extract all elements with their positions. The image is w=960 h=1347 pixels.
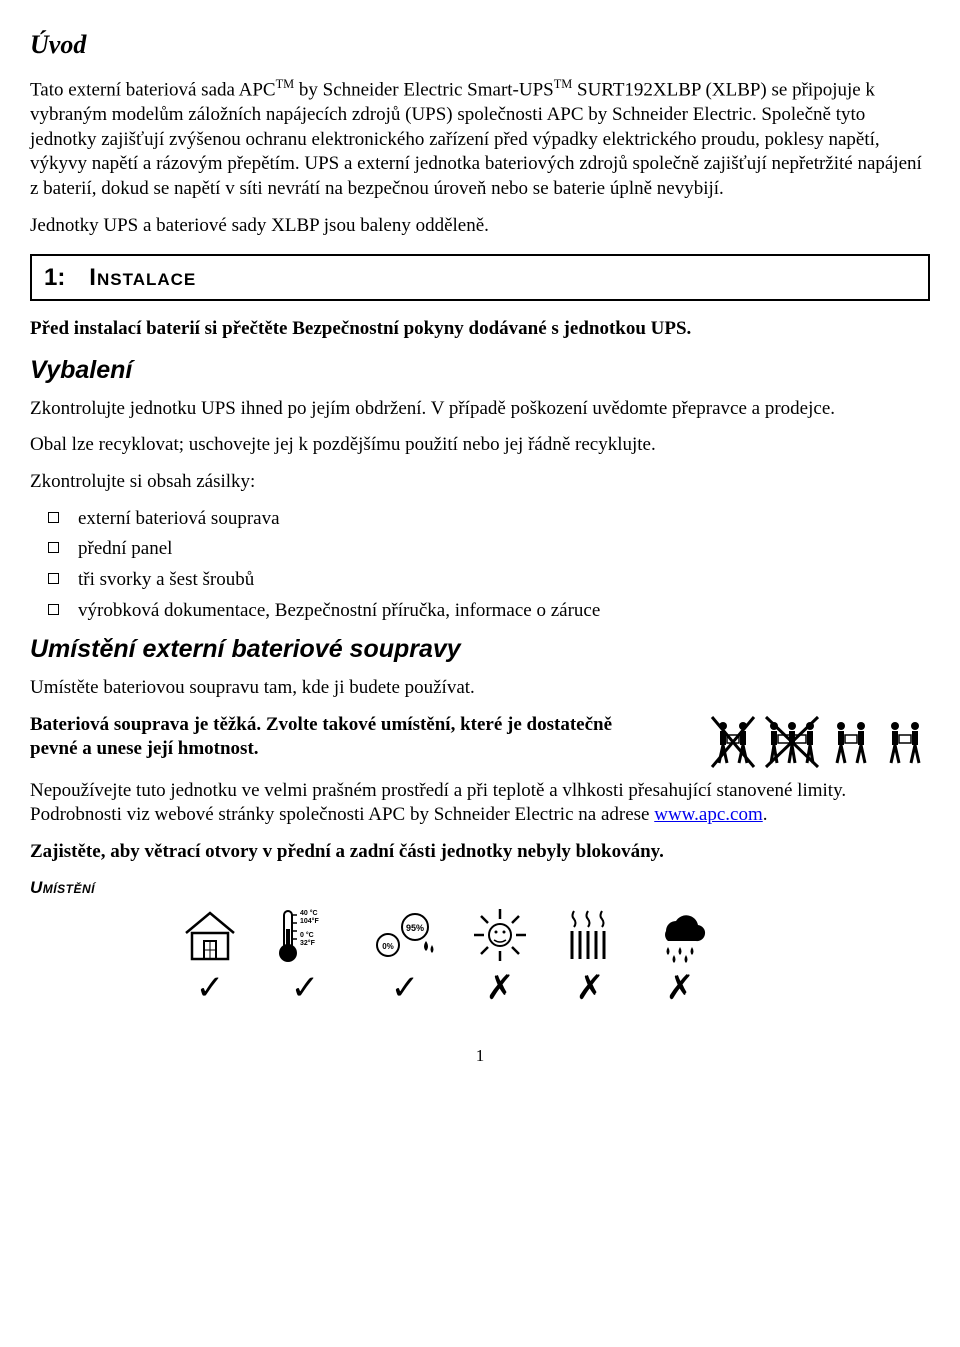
env-cell: ✗ bbox=[560, 905, 620, 1005]
text: Tato externí bateriová sada APC bbox=[30, 79, 276, 100]
section-number: 1: bbox=[44, 262, 84, 293]
list-item: přední panel bbox=[78, 537, 930, 562]
env-cell: 40 °C 104°F 0 °C 32°F ✓ bbox=[270, 905, 340, 1005]
paragraph-environment: Nepoužívejte tuto jednotku ve velmi praš… bbox=[30, 779, 930, 828]
temp-hi-f: 104°F bbox=[300, 917, 319, 925]
text: . bbox=[763, 804, 768, 825]
two-person-lift-icon bbox=[708, 713, 758, 771]
env-cell: ✗ bbox=[470, 905, 530, 1005]
temp-lo-f: 32°F bbox=[300, 939, 316, 947]
section-title: Instalace bbox=[89, 264, 196, 291]
trademark: TM bbox=[276, 77, 295, 91]
temp-lo-c: 0 °C bbox=[300, 931, 314, 939]
text: by Schneider Electric Smart-UPS bbox=[294, 79, 554, 100]
trademark: TM bbox=[554, 77, 573, 91]
environment-icons: ✓ 40 °C 104°F 0 °C 32°F ✓ 0% 95% ✓ bbox=[180, 905, 930, 1005]
paragraph-unpack-2: Obal lze recyklovat; uschovejte jej k po… bbox=[30, 433, 930, 458]
paragraph-safety-note: Před instalací baterií si přečtěte Bezpe… bbox=[30, 317, 930, 342]
paragraph-intro-1: Tato externí bateriová sada APCTM by Sch… bbox=[30, 76, 930, 202]
paragraph-ventilation: Zajistěte, aby větrací otvory v přední a… bbox=[30, 840, 930, 865]
list-item: výrobková dokumentace, Bezpečnostní přír… bbox=[78, 599, 930, 624]
radiator-icon bbox=[560, 905, 620, 965]
paragraph-unpack-3: Zkontrolujte si obsah zásilky: bbox=[30, 470, 930, 495]
package-contents-list: externí bateriová souprava přední panel … bbox=[30, 507, 930, 624]
env-cell: ✓ bbox=[180, 905, 240, 1005]
heading-intro: Úvod bbox=[30, 28, 930, 62]
temp-hi-c: 40 °C bbox=[300, 909, 318, 917]
paragraph-heavy: Bateriová souprava je těžká. Zvolte tako… bbox=[30, 714, 612, 760]
paragraph-position-1: Umístěte bateriovou soupravu tam, kde ji… bbox=[30, 676, 930, 701]
rain-icon bbox=[650, 905, 710, 965]
heading-unpacking: Vybalení bbox=[30, 354, 930, 387]
checkmark-icon: ✓ bbox=[291, 971, 320, 1005]
section-1-header: 1: Instalace bbox=[30, 254, 930, 301]
env-cell: 0% 95% ✓ bbox=[370, 905, 440, 1005]
checkmark-icon: ✓ bbox=[391, 971, 420, 1005]
heavy-warning-block: Bateriová souprava je těžká. Zvolte tako… bbox=[30, 713, 930, 771]
sunlight-icon bbox=[470, 905, 530, 965]
cross-icon: ✗ bbox=[486, 971, 515, 1005]
four-person-lift-icon bbox=[880, 713, 930, 771]
apc-link[interactable]: www.apc.com bbox=[654, 804, 763, 825]
humidity-icon: 0% 95% bbox=[370, 905, 440, 965]
three-person-lift-icon bbox=[762, 713, 822, 771]
temperature-icon: 40 °C 104°F 0 °C 32°F bbox=[270, 905, 340, 965]
list-item: externí bateriová souprava bbox=[78, 507, 930, 532]
cross-icon: ✗ bbox=[576, 971, 605, 1005]
page-number: 1 bbox=[30, 1045, 930, 1067]
paragraph-unpack-1: Zkontrolujte jednotku UPS ihned po jejím… bbox=[30, 397, 930, 422]
indoor-icon bbox=[180, 905, 240, 965]
lift-icons bbox=[708, 713, 930, 771]
paragraph-intro-2: Jednotky UPS a bateriové sady XLBP jsou … bbox=[30, 214, 930, 239]
cross-icon: ✗ bbox=[666, 971, 695, 1005]
heading-placement: Umístění bbox=[30, 877, 930, 899]
humidity-hi: 95% bbox=[406, 923, 424, 933]
humidity-lo: 0% bbox=[382, 942, 394, 951]
checkmark-icon: ✓ bbox=[196, 971, 225, 1005]
heading-positioning: Umístění externí bateriové soupravy bbox=[30, 633, 930, 666]
list-item: tři svorky a šest šroubů bbox=[78, 568, 930, 593]
env-cell: ✗ bbox=[650, 905, 710, 1005]
four-person-lift-icon bbox=[826, 713, 876, 771]
